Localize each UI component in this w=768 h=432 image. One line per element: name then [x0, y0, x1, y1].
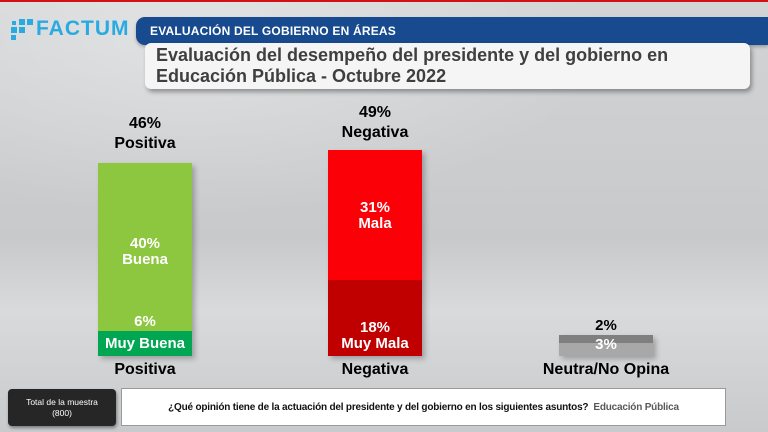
- positiva-total-name: Positiva: [114, 135, 176, 152]
- sample-size-line-1: Total de la muestra: [26, 396, 98, 407]
- slide-title: Evaluación del desempeño del presidente …: [145, 43, 750, 89]
- question-topic: Educación Pública: [593, 401, 679, 413]
- axis-label-neutra: Neutra/No Opina: [542, 361, 670, 378]
- muy-buena-pct: 6%: [134, 313, 156, 330]
- slide-title-line-1: Evaluación del desempeño del presidente …: [156, 45, 669, 65]
- muy-buena-name: Muy Buena: [104, 335, 185, 352]
- segment-muy-buena: [98, 330, 192, 356]
- label-above-negativa: 49% Negativa: [295, 103, 455, 143]
- bar-neutra-no-opina: 3%: [559, 335, 653, 356]
- header-banner: EVALUACIÓN DEL GOBIERNO EN ÁREAS: [136, 17, 768, 45]
- segment-neutra: [559, 335, 653, 344]
- mala-name: Mala: [358, 215, 392, 233]
- bar-positiva: 40% Buena 6% Muy Buena: [98, 162, 192, 356]
- factum-logo-icon: [11, 18, 33, 40]
- sample-size-line-2: (800): [52, 407, 72, 418]
- muy-mala-pct: 18%: [359, 319, 391, 336]
- label-buena: 40% Buena: [98, 234, 192, 268]
- segment-buena: [98, 162, 192, 331]
- factum-logo-text: FACTUM: [36, 17, 130, 40]
- factum-logo: FACTUM: [11, 17, 130, 41]
- top-red-line: [0, 0, 768, 2]
- positiva-total-pct: 46%: [128, 115, 162, 132]
- axis-label-positiva: Positiva: [114, 361, 176, 378]
- label-above-neutra: 2%: [526, 316, 686, 336]
- label-muy-mala: 18% Muy Mala: [328, 320, 422, 352]
- buena-pct: 40%: [129, 234, 161, 252]
- muy-mala-name: Muy Mala: [341, 335, 409, 352]
- bar-negativa: 31% Mala 18% Muy Mala: [328, 150, 422, 356]
- no-opina-pct: 3%: [595, 336, 617, 354]
- buena-name: Buena: [122, 250, 168, 268]
- label-mala: 31% Mala: [328, 200, 422, 232]
- axis-label-negativa: Negativa: [341, 361, 409, 378]
- segment-muy-mala: [328, 280, 422, 356]
- slide-title-line-2: Educación Pública - Octubre 2022: [156, 66, 447, 86]
- question-text: ¿Qué opinión tiene de la actuación del p…: [168, 401, 589, 413]
- segment-mala: [328, 150, 422, 281]
- banner-title: EVALUACIÓN DEL GOBIERNO EN ÁREAS: [150, 24, 396, 38]
- label-above-positiva: 46% Positiva: [65, 114, 225, 154]
- sample-size-box: Total de la muestra (800): [8, 389, 116, 426]
- question-box: ¿Qué opinión tiene de la actuación del p…: [121, 388, 726, 426]
- segment-no-opina: [559, 343, 653, 356]
- mala-pct: 31%: [359, 199, 391, 217]
- neutra-pct: 2%: [595, 317, 617, 334]
- negativa-total-name: Negativa: [341, 124, 409, 141]
- negativa-total-pct: 49%: [358, 104, 392, 121]
